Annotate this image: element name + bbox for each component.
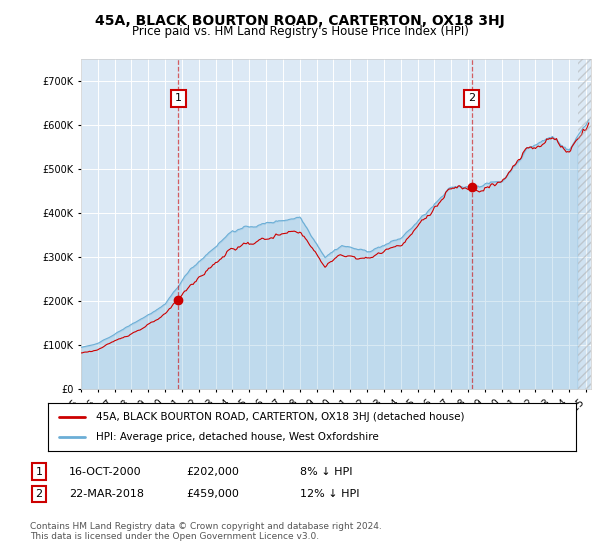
Text: Contains HM Land Registry data © Crown copyright and database right 2024.
This d: Contains HM Land Registry data © Crown c…: [30, 522, 382, 542]
Text: 12% ↓ HPI: 12% ↓ HPI: [300, 489, 359, 499]
Text: Price paid vs. HM Land Registry's House Price Index (HPI): Price paid vs. HM Land Registry's House …: [131, 25, 469, 38]
Text: 22-MAR-2018: 22-MAR-2018: [69, 489, 144, 499]
Text: 2: 2: [35, 489, 43, 499]
Text: £202,000: £202,000: [186, 466, 239, 477]
Text: 16-OCT-2000: 16-OCT-2000: [69, 466, 142, 477]
Text: 1: 1: [35, 466, 43, 477]
Text: 8% ↓ HPI: 8% ↓ HPI: [300, 466, 353, 477]
Text: £459,000: £459,000: [186, 489, 239, 499]
Text: 1: 1: [175, 94, 182, 104]
Text: 45A, BLACK BOURTON ROAD, CARTERTON, OX18 3HJ: 45A, BLACK BOURTON ROAD, CARTERTON, OX18…: [95, 14, 505, 28]
Text: 45A, BLACK BOURTON ROAD, CARTERTON, OX18 3HJ (detached house): 45A, BLACK BOURTON ROAD, CARTERTON, OX18…: [95, 412, 464, 422]
Text: 2: 2: [468, 94, 475, 104]
Text: HPI: Average price, detached house, West Oxfordshire: HPI: Average price, detached house, West…: [95, 432, 378, 442]
